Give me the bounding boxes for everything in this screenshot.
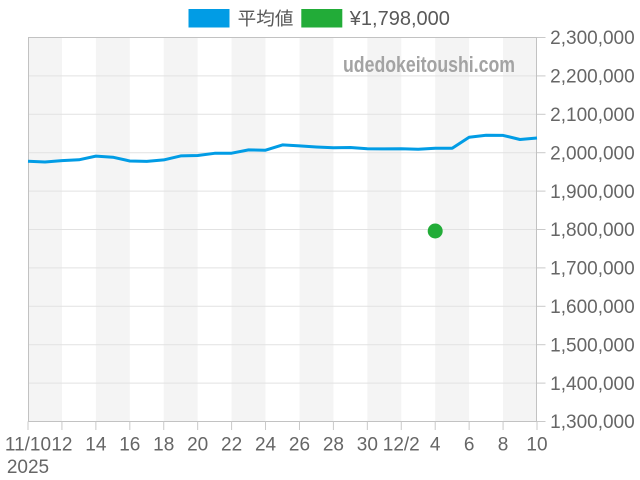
svg-text:26: 26 xyxy=(289,434,310,455)
svg-text:22: 22 xyxy=(221,434,242,455)
svg-text:udedokeitoushi.com: udedokeitoushi.com xyxy=(343,52,515,77)
svg-text:2,300,000: 2,300,000 xyxy=(550,28,635,49)
svg-text:¥1,798,000: ¥1,798,000 xyxy=(349,8,450,30)
svg-text:1,500,000: 1,500,000 xyxy=(550,335,635,356)
svg-text:8: 8 xyxy=(498,434,509,455)
svg-text:2,200,000: 2,200,000 xyxy=(550,67,635,88)
svg-text:1,400,000: 1,400,000 xyxy=(550,374,635,395)
svg-text:16: 16 xyxy=(119,434,140,455)
svg-text:2,100,000: 2,100,000 xyxy=(550,105,635,126)
svg-text:1,700,000: 1,700,000 xyxy=(550,259,635,280)
svg-text:24: 24 xyxy=(255,434,277,455)
svg-text:1,300,000: 1,300,000 xyxy=(550,412,635,433)
svg-text:12/2: 12/2 xyxy=(383,434,420,455)
svg-text:18: 18 xyxy=(153,434,174,455)
svg-text:11/10: 11/10 xyxy=(5,434,51,455)
svg-text:28: 28 xyxy=(323,434,344,455)
svg-text:30: 30 xyxy=(357,434,378,455)
svg-text:2,000,000: 2,000,000 xyxy=(550,143,635,164)
svg-text:1,900,000: 1,900,000 xyxy=(550,182,635,203)
svg-text:2025: 2025 xyxy=(7,457,49,478)
svg-text:20: 20 xyxy=(187,434,208,455)
svg-text:1,800,000: 1,800,000 xyxy=(550,220,635,241)
svg-text:10: 10 xyxy=(526,434,547,455)
svg-text:12: 12 xyxy=(51,434,72,455)
svg-text:4: 4 xyxy=(430,434,441,455)
svg-text:1,600,000: 1,600,000 xyxy=(550,297,635,318)
svg-text:6: 6 xyxy=(464,434,475,455)
svg-text:14: 14 xyxy=(85,434,107,455)
